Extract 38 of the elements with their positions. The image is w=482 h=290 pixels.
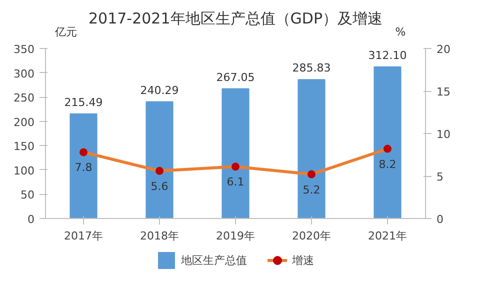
data-label: 7.8 (74, 161, 92, 174)
y-tick-label: 350 (14, 43, 35, 56)
data-label: 8.2 (378, 158, 396, 171)
y-tick-label: 300 (14, 67, 35, 80)
y2-axis-title: % (395, 26, 406, 38)
legend-label: 地区生产总值 (181, 252, 247, 268)
y-tick-label: 100 (14, 164, 35, 178)
x-tick-label: 2020年 (292, 230, 332, 242)
x-tick-label: 2019年 (216, 230, 256, 242)
data-label: 240.29 (140, 84, 179, 97)
x-tick-label: 2018年 (140, 230, 180, 242)
data-label: 285.83 (292, 62, 331, 75)
bar (146, 101, 174, 218)
bar (374, 66, 402, 218)
y2-tick-label: 0 (436, 213, 444, 226)
y2-tick-label: 5 (436, 170, 444, 184)
data-label: 6.1 (226, 176, 244, 189)
x-tick-label: 2021年 (368, 230, 408, 242)
chart-title: 2017-2021年地区生产总值（GDP）及增速 (88, 10, 382, 28)
y-tick-label: 200 (14, 116, 35, 129)
bar (222, 88, 250, 218)
y-tick-label: 150 (14, 140, 35, 154)
data-label: 215.49 (64, 96, 103, 109)
data-label: 267.05 (216, 70, 255, 84)
x-tick-label: 2017年 (64, 230, 104, 242)
y-tick-label: 50 (20, 188, 35, 202)
y-tick-label: 0 (28, 213, 34, 226)
data-label: 5.2 (302, 183, 320, 196)
y-axis-title: 亿元 (54, 26, 78, 38)
y2-tick-label: 10 (436, 128, 450, 141)
bar (298, 79, 326, 218)
y-tick-label: 250 (14, 92, 35, 105)
data-label: 5.6 (150, 180, 168, 193)
legend-label: 增速 (292, 252, 314, 268)
data-label: 312.10 (368, 48, 407, 62)
y2-tick-label: 15 (436, 86, 450, 98)
y2-tick-label: 20 (436, 43, 450, 56)
bar (70, 113, 98, 218)
